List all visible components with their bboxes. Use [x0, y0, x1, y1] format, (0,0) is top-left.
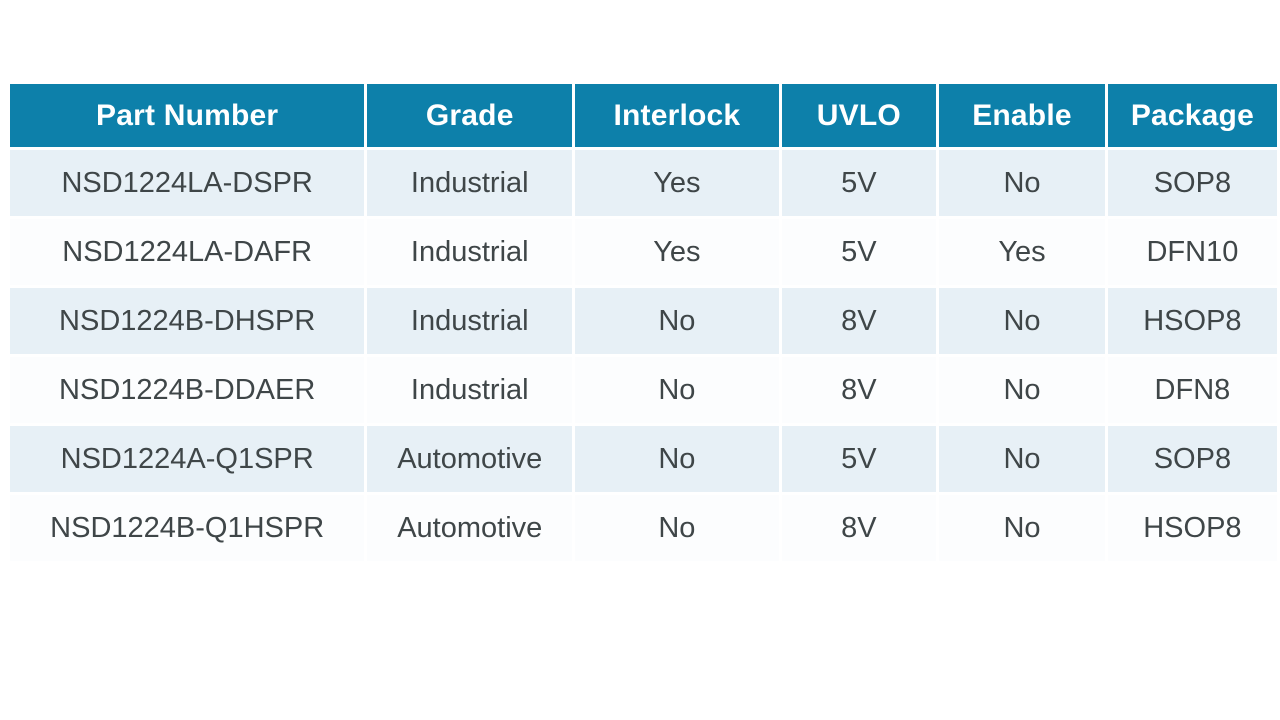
table-row: NSD1224LA-DSPR Industrial Yes 5V No SOP8 — [10, 150, 1277, 216]
cell-package: HSOP8 — [1107, 288, 1277, 354]
column-header-part-number: Part Number — [10, 84, 365, 147]
cell-grade: Industrial — [367, 150, 573, 216]
cell-enable: No — [939, 357, 1105, 423]
cell-enable: No — [939, 495, 1105, 561]
cell-uvlo: 8V — [781, 288, 937, 354]
cell-package: DFN8 — [1107, 357, 1277, 423]
cell-package: SOP8 — [1107, 426, 1277, 492]
cell-grade: Automotive — [367, 426, 573, 492]
cell-part-number: NSD1224B-DHSPR — [10, 288, 365, 354]
cell-grade: Industrial — [367, 219, 573, 285]
cell-package: SOP8 — [1107, 150, 1277, 216]
cell-enable: No — [939, 150, 1105, 216]
table-row: NSD1224LA-DAFR Industrial Yes 5V Yes DFN10 — [10, 219, 1277, 285]
cell-interlock: No — [575, 357, 779, 423]
parts-selection-table: Part Number Grade Interlock UVLO Enable … — [7, 81, 1280, 564]
cell-interlock: No — [575, 288, 779, 354]
cell-package: HSOP8 — [1107, 495, 1277, 561]
cell-part-number: NSD1224A-Q1SPR — [10, 426, 365, 492]
cell-grade: Industrial — [367, 288, 573, 354]
cell-enable: No — [939, 426, 1105, 492]
table-header-row: Part Number Grade Interlock UVLO Enable … — [10, 84, 1277, 147]
table-body: NSD1224LA-DSPR Industrial Yes 5V No SOP8 NSD12… — [10, 150, 1277, 561]
column-header-enable: Enable — [939, 84, 1105, 147]
cell-enable: Yes — [939, 219, 1105, 285]
cell-uvlo: 5V — [781, 150, 937, 216]
parts-selection-table-container: Part Number Grade Interlock UVLO Enable … — [7, 81, 1280, 564]
cell-interlock: No — [575, 495, 779, 561]
cell-part-number: NSD1224B-Q1HSPR — [10, 495, 365, 561]
cell-grade: Automotive — [367, 495, 573, 561]
column-header-grade: Grade — [367, 84, 573, 147]
column-header-package: Package — [1107, 84, 1277, 147]
cell-part-number: NSD1224B-DDAER — [10, 357, 365, 423]
cell-interlock: No — [575, 426, 779, 492]
cell-uvlo: 5V — [781, 426, 937, 492]
cell-part-number: NSD1224LA-DSPR — [10, 150, 365, 216]
table-row: NSD1224A-Q1SPR Automotive No 5V No SOP8 — [10, 426, 1277, 492]
cell-interlock: Yes — [575, 150, 779, 216]
column-header-interlock: Interlock — [575, 84, 779, 147]
table-row: NSD1224B-DHSPR Industrial No 8V No HSOP8 — [10, 288, 1277, 354]
table-row: NSD1224B-DDAER Industrial No 8V No DFN8 — [10, 357, 1277, 423]
table-row: NSD1224B-Q1HSPR Automotive No 8V No HSOP8 — [10, 495, 1277, 561]
column-header-uvlo: UVLO — [781, 84, 937, 147]
cell-part-number: NSD1224LA-DAFR — [10, 219, 365, 285]
cell-uvlo: 5V — [781, 219, 937, 285]
cell-interlock: Yes — [575, 219, 779, 285]
cell-uvlo: 8V — [781, 357, 937, 423]
cell-grade: Industrial — [367, 357, 573, 423]
cell-uvlo: 8V — [781, 495, 937, 561]
cell-enable: No — [939, 288, 1105, 354]
cell-package: DFN10 — [1107, 219, 1277, 285]
